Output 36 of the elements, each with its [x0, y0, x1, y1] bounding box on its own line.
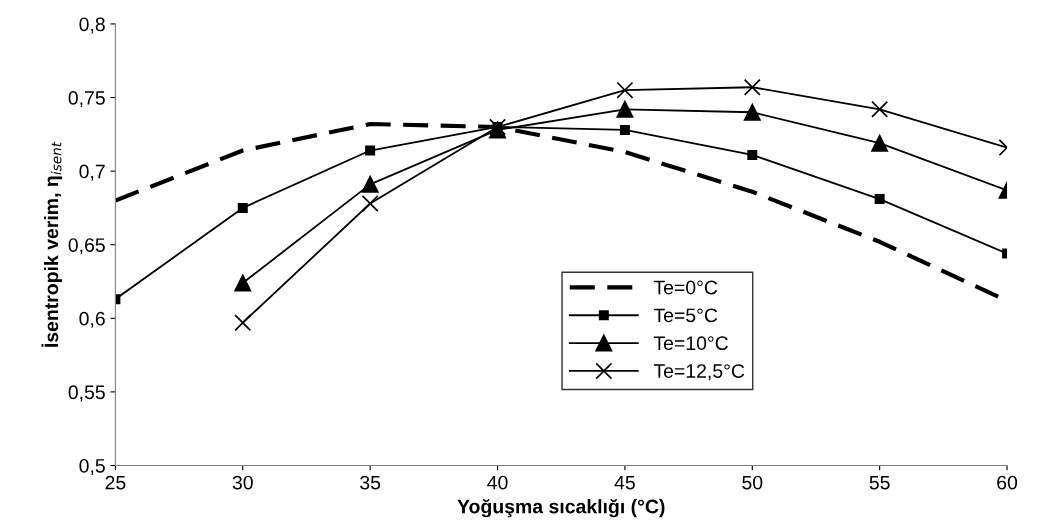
point [743, 103, 761, 121]
point [871, 100, 889, 118]
point [871, 134, 889, 152]
x-tick-label: 40 [487, 475, 508, 490]
y-tick-label: 0,6 [79, 311, 105, 328]
x-axis-title: Yoğuşma sıcaklığı (°C) [457, 498, 665, 518]
point [619, 124, 630, 135]
point [361, 195, 379, 212]
point [747, 149, 758, 160]
x-tick-label: 30 [232, 475, 253, 490]
y-tick-label: 0,75 [68, 91, 105, 108]
y-tick-label: 0,5 [79, 458, 105, 476]
point [616, 100, 634, 118]
legend-label: Te=12,5°C [653, 364, 745, 381]
y-tick-label: 0,8 [79, 17, 105, 34]
y-tick-label: 0,65 [68, 238, 105, 255]
legend-label: Te=0°C [653, 280, 718, 295]
point [743, 78, 761, 96]
point [874, 194, 885, 205]
legend-label: Te=5°C [653, 308, 718, 323]
point [234, 314, 252, 332]
point [234, 274, 252, 292]
y-tick-label: 0,7 [79, 164, 105, 181]
x-tick-label: 35 [360, 475, 381, 490]
y-axis-title: İsentropik verim, η$_{isent}$ [41, 141, 63, 347]
x-tick-label: 50 [742, 475, 763, 490]
x-tick-label: 25 [105, 475, 126, 490]
legend-label: Te=10°C [653, 336, 728, 351]
x-tick-label: 45 [614, 475, 635, 490]
point [365, 145, 376, 156]
point [361, 175, 379, 193]
x-tick-label: 60 [997, 475, 1018, 490]
x-tick-label: 55 [869, 475, 890, 490]
point [237, 202, 248, 213]
point [616, 81, 634, 99]
y-tick-label: 0,55 [68, 385, 105, 402]
